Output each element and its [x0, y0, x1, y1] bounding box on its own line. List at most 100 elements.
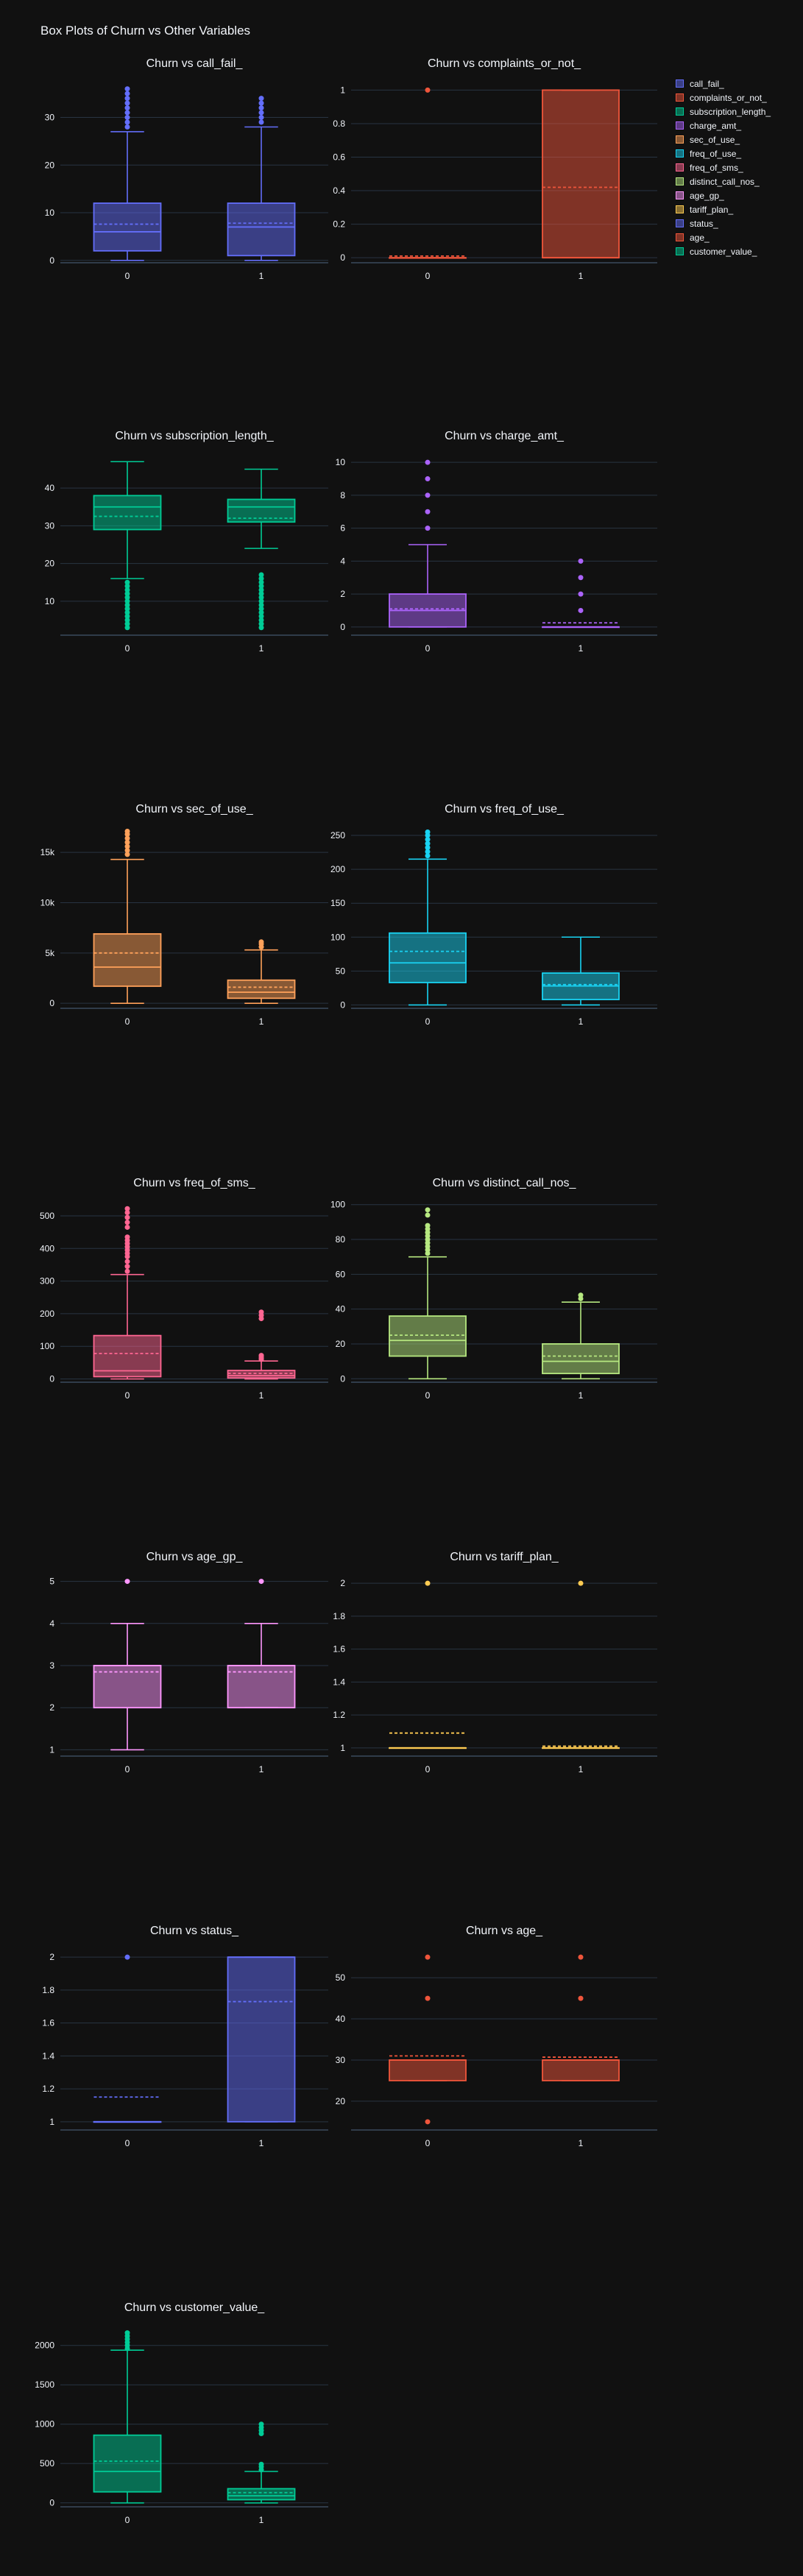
- legend-swatch: [676, 79, 684, 88]
- y-tick-label: 30: [45, 520, 55, 531]
- outlier-point: [124, 2330, 130, 2336]
- outlier-point: [124, 828, 130, 834]
- y-tick-label: 80: [336, 1234, 346, 1245]
- y-tick-label: 0: [49, 2498, 54, 2508]
- y-tick-label: 4: [340, 556, 345, 566]
- y-tick-label: 200: [330, 864, 345, 874]
- y-tick-label: 1500: [35, 2379, 54, 2390]
- y-tick-label: 100: [330, 1200, 345, 1210]
- legend-label: freq_of_sms_: [690, 162, 743, 173]
- legend-item[interactable]: distinct_call_nos_: [676, 174, 771, 188]
- outlier-point: [258, 105, 264, 111]
- outlier-point: [425, 837, 431, 843]
- legend-item[interactable]: call_fail_: [676, 77, 771, 91]
- y-tick-label: 5k: [45, 948, 55, 958]
- outlier-point: [258, 119, 264, 125]
- box: [227, 202, 296, 257]
- subplot: Churn vs freq_of_use_ 0 50 100 150 200 250 0 1: [330, 803, 657, 1027]
- outlier-point: [578, 1292, 584, 1298]
- outlier-point: [124, 110, 130, 116]
- legend-swatch: [676, 205, 684, 213]
- x-tick-label: 0: [425, 2138, 431, 2148]
- legend[interactable]: call_fail_ complaints_or_not_ subscription…: [676, 77, 771, 258]
- legend-label: sec_of_use_: [690, 134, 740, 145]
- outlier-point: [124, 587, 130, 592]
- outlier-point: [124, 840, 130, 845]
- outlier-point: [124, 583, 130, 589]
- outlier-point: [124, 621, 130, 627]
- legend-item[interactable]: age_: [676, 230, 771, 244]
- outlier-point: [124, 835, 130, 841]
- outlier-point: [124, 115, 130, 121]
- legend-item[interactable]: charge_amt_: [676, 118, 771, 132]
- outlier-point: [258, 602, 264, 608]
- outlier-point: [578, 1954, 584, 1960]
- outlier-point: [258, 579, 264, 585]
- outlier-point: [578, 1995, 584, 2001]
- y-tick-label: 0: [340, 622, 345, 632]
- y-tick-label: 1.2: [42, 2084, 54, 2094]
- y-tick-label: 500: [40, 2458, 54, 2469]
- legend-item[interactable]: status_: [676, 216, 771, 230]
- outlier-point: [258, 618, 264, 623]
- outlier-point: [124, 595, 130, 601]
- legend-item[interactable]: customer_value_: [676, 244, 771, 258]
- outlier-point: [425, 1995, 431, 2001]
- y-tick-label: 200: [40, 1309, 54, 1319]
- legend-item[interactable]: subscription_length_: [676, 105, 771, 118]
- legend-swatch: [676, 135, 684, 144]
- y-tick-label: 300: [40, 1276, 54, 1287]
- x-tick-label: 1: [259, 2138, 264, 2148]
- x-tick-label: 1: [579, 2138, 584, 2148]
- outlier-point: [124, 86, 130, 92]
- y-tick-label: 10: [336, 457, 346, 467]
- x-tick-label: 0: [425, 1016, 431, 1027]
- subplot: Churn vs sec_of_use_ 0 5k 10k 15k 0 1: [40, 803, 328, 1027]
- subplot: Churn vs complaints_or_not_ 0 0.2 0.4 0.6 0.8…: [333, 57, 657, 281]
- subplot: Churn vs tariff_plan_ 1 1.2 1.4 1.6 1.8 2 0 1: [333, 1551, 657, 1774]
- y-tick-label: 0: [340, 1373, 345, 1384]
- box: [227, 979, 296, 999]
- box: [389, 1315, 467, 1357]
- box: [227, 2488, 296, 2501]
- y-tick-label: 20: [45, 559, 55, 569]
- y-tick-label: 50: [336, 966, 346, 976]
- legend-swatch: [676, 163, 684, 171]
- outlier-point: [124, 100, 130, 106]
- outlier-point: [425, 1222, 431, 1228]
- legend-label: age_gp_: [690, 190, 724, 201]
- outlier-point: [124, 1264, 130, 1270]
- box: [542, 1343, 620, 1375]
- legend-swatch: [676, 149, 684, 158]
- legend-label: age_: [690, 232, 710, 243]
- subplot-title: Churn vs customer_value_: [124, 2301, 265, 2314]
- legend-item[interactable]: freq_of_use_: [676, 146, 771, 160]
- y-tick-label: 60: [336, 1269, 346, 1279]
- y-tick-label: 1.6: [333, 1644, 345, 1655]
- box: [542, 89, 620, 259]
- y-tick-label: 1.6: [42, 2018, 54, 2028]
- subplot: Churn vs subscription_length_ 10 20 30 40 0 1: [45, 430, 328, 654]
- y-tick-label: 0: [340, 252, 345, 263]
- legend-item[interactable]: tariff_plan_: [676, 202, 771, 216]
- box: [93, 202, 162, 252]
- x-tick-label: 0: [125, 2138, 130, 2148]
- y-tick-label: 2: [49, 1702, 54, 1713]
- outlier-point: [258, 572, 264, 578]
- outlier-point: [258, 613, 264, 619]
- legend-label: complaints_or_not_: [690, 92, 767, 103]
- x-tick-label: 0: [425, 271, 431, 281]
- y-tick-label: 1: [49, 1744, 54, 1755]
- legend-item[interactable]: complaints_or_not_: [676, 91, 771, 105]
- outlier-point: [258, 598, 264, 604]
- legend-item[interactable]: sec_of_use_: [676, 132, 771, 146]
- outlier-point: [124, 119, 130, 125]
- legend-item[interactable]: age_gp_: [676, 188, 771, 202]
- y-tick-label: 4: [49, 1618, 54, 1629]
- x-tick-label: 0: [125, 1016, 130, 1027]
- legend-item[interactable]: freq_of_sms_: [676, 160, 771, 174]
- outlier-point: [124, 625, 130, 631]
- y-tick-label: 1.4: [333, 1677, 345, 1687]
- outlier-point: [258, 2461, 264, 2467]
